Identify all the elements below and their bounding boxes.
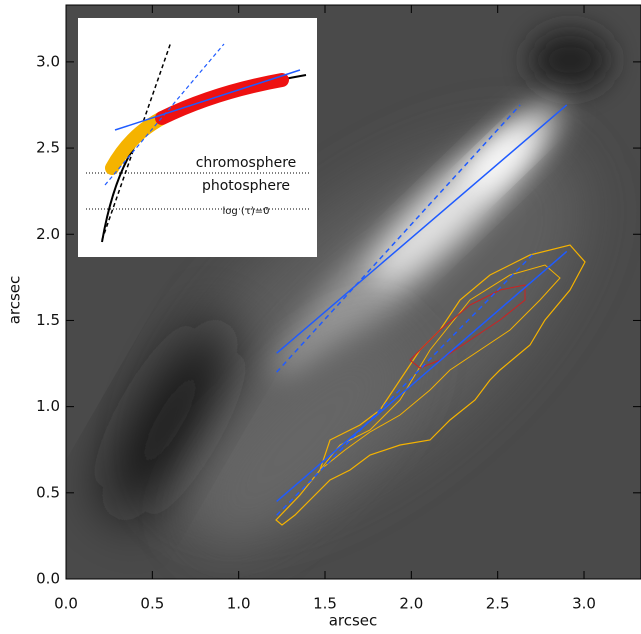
y-tick-label: 1.5 (36, 311, 60, 329)
fit-line (276, 104, 521, 373)
x-axis-label: arcsec (329, 612, 378, 630)
y-tick-label: 3.0 (36, 52, 60, 70)
y-axis-label: arcsec (6, 276, 24, 325)
frame (65, 4, 641, 580)
x-tick-label: 2.5 (486, 595, 510, 613)
fit-line (276, 104, 568, 354)
image (66, 5, 641, 579)
y-tick-label: 2.5 (36, 139, 60, 157)
x-tick-label: 1.0 (227, 595, 251, 613)
x-tick-label: 3.0 (572, 595, 596, 613)
fit-line (276, 250, 537, 516)
x-tick-label: 0.5 (140, 595, 164, 613)
x-tick-label: 1.5 (313, 595, 337, 613)
inset-label: photosphere (202, 178, 290, 194)
series-lines (276, 104, 568, 516)
y-tick-label: 1.0 (36, 397, 60, 415)
y-tick-label: 0.5 (36, 483, 60, 501)
y-tick-label: 0.0 (36, 570, 60, 588)
y-tick-label: 2.0 (36, 225, 60, 243)
fit-line (276, 250, 568, 503)
x-tick-label: 0.0 (54, 595, 78, 613)
contours (275, 244, 586, 526)
inset-label: log (τ)=0 (223, 206, 270, 217)
inset: chromosphere photosphere log (τ)=0 (78, 18, 317, 257)
inset-label: chromosphere (196, 155, 297, 171)
x-tick-label: 2.0 (399, 595, 423, 613)
